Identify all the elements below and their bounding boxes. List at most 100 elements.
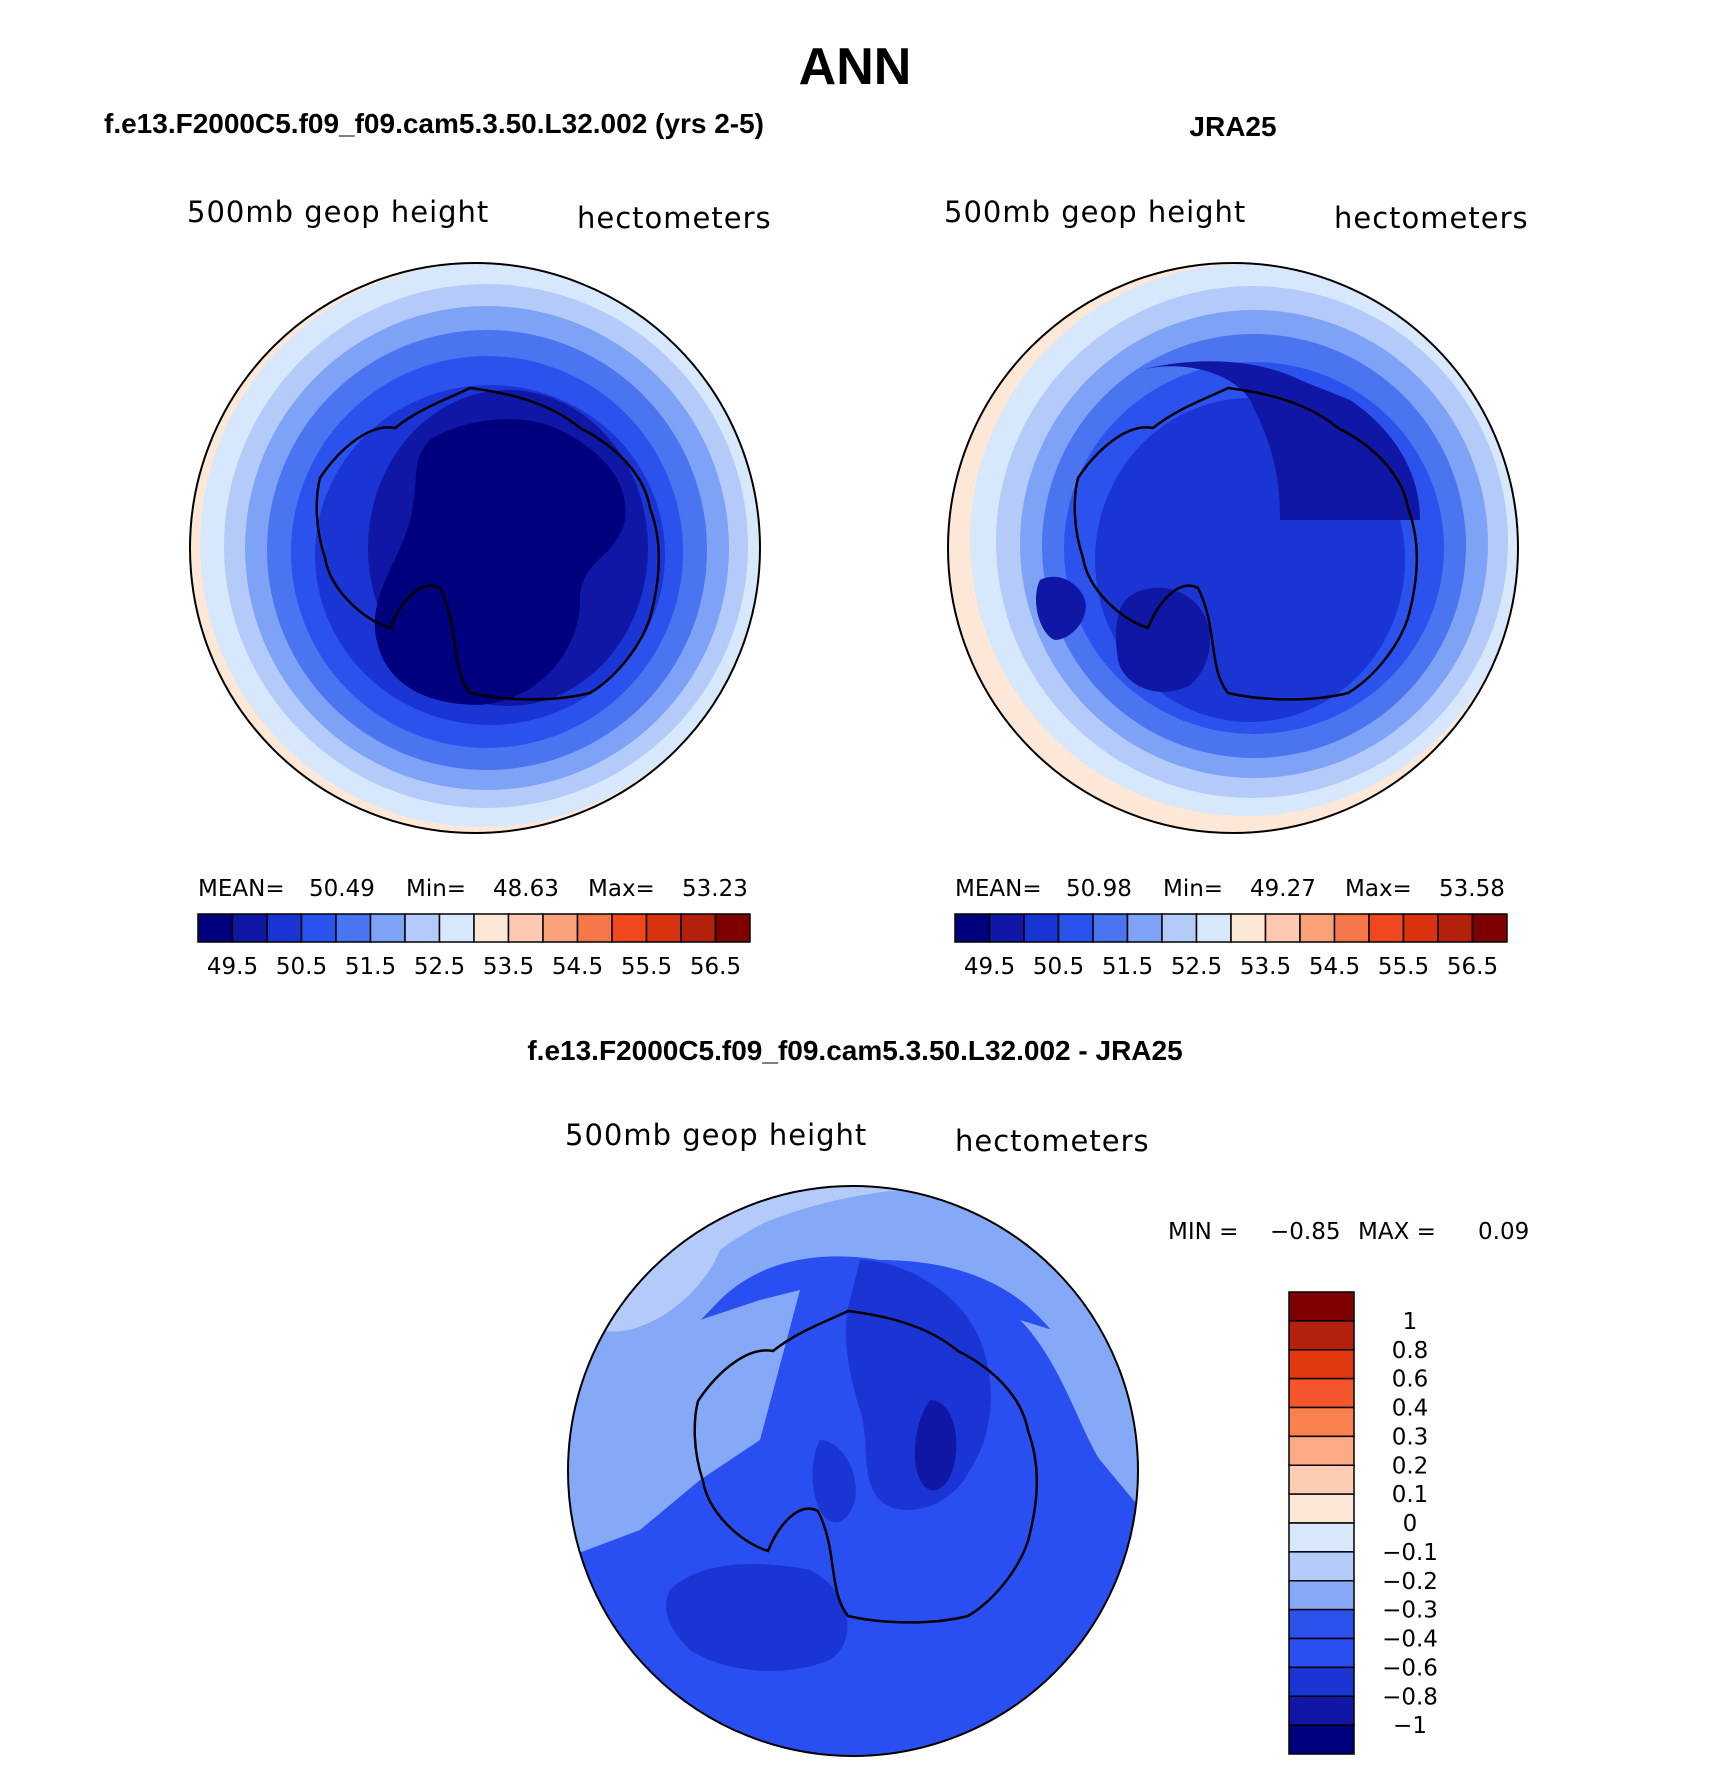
colorbar-swatch bbox=[1288, 1637, 1355, 1669]
panel-diff-title: f.e13.F2000C5.f09_f09.cam5.3.50.L32.002 … bbox=[527, 1035, 1182, 1066]
colorbar-swatch bbox=[1195, 913, 1232, 943]
colorbar-swatch bbox=[1288, 1349, 1355, 1380]
colorbar-swatch bbox=[1288, 1320, 1355, 1351]
colorbar-swatch bbox=[611, 913, 648, 943]
panel-model-map-border bbox=[189, 262, 761, 834]
colorbar-swatch bbox=[404, 913, 441, 943]
panel-obs-mean-value: 50.98 bbox=[1066, 876, 1132, 902]
figure-title: ANN bbox=[799, 38, 912, 96]
panel-obs-units: hectometers bbox=[1334, 201, 1529, 235]
colorbar-swatch bbox=[576, 913, 613, 943]
colorbar-swatch bbox=[1402, 913, 1439, 943]
colorbar-swatch bbox=[1288, 1551, 1355, 1582]
panel-model-min-label: Min= bbox=[406, 876, 466, 902]
colorbar-swatch bbox=[542, 913, 579, 943]
panel-diff-map bbox=[568, 1186, 1138, 1756]
panel-obs-stats: MEAN= 50.98 Min= 49.27 Max= 53.58 bbox=[955, 876, 1505, 902]
colorbar-tick-label: 49.5 bbox=[207, 954, 258, 980]
colorbar-swatch bbox=[1230, 913, 1267, 943]
panel-diff-stats: MIN = −0.85 MAX = 0.09 bbox=[1168, 1219, 1529, 1245]
panel-obs-max-value: 53.58 bbox=[1439, 876, 1505, 902]
colorbar-tick-label: −0.6 bbox=[1382, 1655, 1438, 1681]
colorbar-tick-label: 0.2 bbox=[1392, 1453, 1429, 1479]
colorbar-swatch bbox=[1288, 1493, 1355, 1524]
colorbar-swatch bbox=[1092, 913, 1129, 943]
colorbar-tick-label: 52.5 bbox=[414, 954, 465, 980]
panel-obs-map bbox=[948, 263, 1518, 833]
colorbar-swatch bbox=[1161, 913, 1198, 943]
colorbar-swatch bbox=[1471, 913, 1508, 943]
panel-obs-colorbar: 49.5 50.5 51.5 52.5 53.5 54.5 55.5 56.5 bbox=[954, 913, 1508, 980]
colorbar-swatch bbox=[1288, 1464, 1355, 1495]
colorbar-tick-label: −0.1 bbox=[1382, 1540, 1438, 1566]
panel-obs-min-value: 49.27 bbox=[1250, 876, 1316, 902]
colorbar-swatch bbox=[266, 913, 303, 943]
colorbar-swatch bbox=[369, 913, 406, 943]
colorbar-swatch bbox=[1288, 1377, 1355, 1409]
panel-model-mean-value: 50.49 bbox=[309, 876, 375, 902]
colorbar-tick-label: 51.5 bbox=[345, 954, 396, 980]
colorbar-swatch bbox=[1288, 1695, 1355, 1726]
panel-diff-min-label: MIN = bbox=[1168, 1219, 1238, 1245]
colorbar-swatch bbox=[680, 913, 717, 943]
panel-obs-title: JRA25 bbox=[1189, 111, 1276, 142]
colorbar-tick-label: 52.5 bbox=[1171, 954, 1222, 980]
colorbar-tick-label: 54.5 bbox=[1309, 954, 1360, 980]
colorbar-tick-label: 56.5 bbox=[690, 954, 741, 980]
colorbar-swatch bbox=[335, 913, 372, 943]
colorbar-swatch bbox=[473, 913, 510, 943]
colorbar-swatch bbox=[1023, 913, 1060, 943]
panel-diff-max-label: MAX = bbox=[1358, 1219, 1436, 1245]
colorbar-tick-label: 55.5 bbox=[1378, 954, 1429, 980]
colorbar-tick-label: −0.3 bbox=[1382, 1598, 1438, 1624]
colorbar-swatch bbox=[1288, 1291, 1355, 1322]
colorbar-tick-label: 49.5 bbox=[964, 954, 1015, 980]
colorbar-tick-label: −0.2 bbox=[1382, 1569, 1438, 1595]
colorbar-tick-label: 0.1 bbox=[1392, 1482, 1429, 1508]
panel-obs-max-label: Max= bbox=[1345, 876, 1412, 902]
colorbar-tick-label: 0.6 bbox=[1392, 1367, 1429, 1393]
colorbar-swatch bbox=[438, 913, 475, 943]
panel-model-min-value: 48.63 bbox=[493, 876, 559, 902]
colorbar-swatch bbox=[1333, 913, 1370, 943]
colorbar-swatch bbox=[1437, 913, 1474, 943]
colorbar-swatch bbox=[1299, 913, 1336, 943]
panel-obs-map-border bbox=[947, 262, 1519, 834]
panel-model-max-value: 53.23 bbox=[682, 876, 748, 902]
panel-diff: f.e13.F2000C5.f09_f09.cam5.3.50.L32.002 … bbox=[527, 1035, 1529, 1757]
panel-diff-map-border bbox=[567, 1185, 1139, 1757]
colorbar-tick-label: −1 bbox=[1393, 1713, 1427, 1739]
panel-diff-colorbar: 1 0.8 0.6 0.40.3 0.2 0.1 0 −0.1 −0.2 −0.3 −0.4−0.6… bbox=[1288, 1291, 1438, 1755]
panel-diff-max-value: 0.09 bbox=[1478, 1219, 1529, 1245]
colorbar-tick-label: −0.4 bbox=[1382, 1627, 1438, 1653]
panel-obs: JRA25 500mb geop height hectometers MEAN… bbox=[944, 111, 1529, 980]
colorbar-tick-label: 53.5 bbox=[483, 954, 534, 980]
panel-model-stats: MEAN= 50.49 Min= 48.63 Max= 53.23 bbox=[198, 876, 748, 902]
colorbar-tick-label: 0.3 bbox=[1392, 1424, 1429, 1450]
colorbar-swatch bbox=[300, 913, 337, 943]
panel-model-mean-label: MEAN= bbox=[198, 876, 285, 902]
colorbar-swatch bbox=[1368, 913, 1405, 943]
colorbar-tick-label: 55.5 bbox=[621, 954, 672, 980]
colorbar-tick-label: −0.8 bbox=[1382, 1684, 1438, 1710]
colorbar-tick-label: 54.5 bbox=[552, 954, 603, 980]
colorbar-swatch bbox=[954, 913, 991, 943]
panel-model-max-label: Max= bbox=[588, 876, 655, 902]
panel-diff-min-value: −0.85 bbox=[1270, 1219, 1340, 1245]
colorbar-swatch bbox=[645, 913, 682, 943]
colorbar-tick-label: 53.5 bbox=[1240, 954, 1291, 980]
colorbar-tick-label: 0.8 bbox=[1392, 1338, 1429, 1364]
colorbar-tick-label: 50.5 bbox=[1033, 954, 1084, 980]
panel-obs-mean-label: MEAN= bbox=[955, 876, 1042, 902]
colorbar-swatch bbox=[1288, 1435, 1355, 1466]
panel-model-colorbar: 49.5 50.5 51.5 52.5 53.5 54.5 55.5 56.5 bbox=[197, 913, 751, 980]
colorbar-tick-label: 1 bbox=[1403, 1309, 1418, 1335]
colorbar-swatch bbox=[1288, 1724, 1355, 1755]
colorbar-swatch bbox=[231, 913, 268, 943]
colorbar-swatch bbox=[714, 913, 751, 943]
panel-model-title: f.e13.F2000C5.f09_f09.cam5.3.50.L32.002 … bbox=[104, 108, 764, 139]
panel-diff-units: hectometers bbox=[955, 1124, 1150, 1158]
colorbar-swatch bbox=[507, 913, 544, 943]
colorbar-tick-label: 56.5 bbox=[1447, 954, 1498, 980]
